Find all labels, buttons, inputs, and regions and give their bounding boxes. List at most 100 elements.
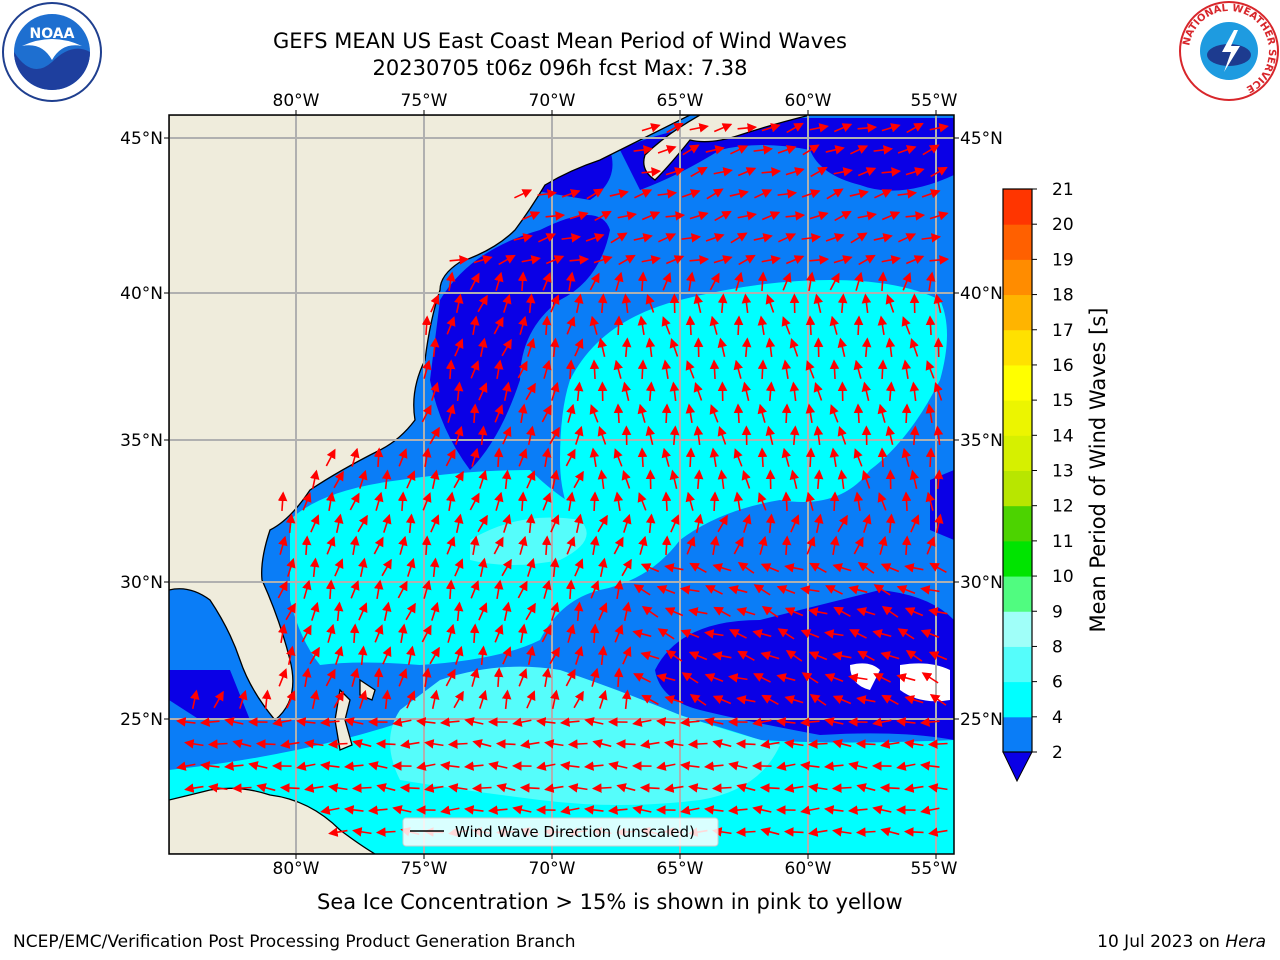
legend-label: Wind Wave Direction (unscaled) [455,823,695,841]
wind-wave-arrow [664,695,684,705]
wind-wave-arrow [685,403,696,424]
colorbar-segment [1003,470,1032,507]
wind-wave-arrow [665,649,683,662]
wind-wave-arrow [656,717,676,727]
wind-wave-arrow [666,122,684,134]
wind-wave-arrow [477,425,488,446]
wind-wave-arrow [598,689,608,709]
wind-wave-arrow [904,783,924,793]
wind-wave-arrow [855,827,876,837]
wind-wave-arrow [735,827,756,837]
wind-wave-arrow [800,629,820,639]
wind-wave-arrow [569,255,590,265]
wind-wave-arrow [614,271,624,291]
wind-wave-arrow [349,492,360,511]
wind-wave-arrow [416,717,436,727]
wind-wave-arrow [590,667,600,687]
wind-wave-arrow [736,607,756,617]
wind-wave-arrow [376,783,396,793]
colorbar: 2 4 6 8 9 10 11 12 13 14 15 16 17 18 19 20 21 [1002,180,1074,783]
wind-wave-arrow [832,695,852,705]
wind-wave-arrow [301,535,312,556]
wind-wave-arrow [333,470,344,489]
wind-wave-arrow [928,827,948,837]
wind-wave-arrow [633,673,651,683]
lon-label-top: 60°W [785,91,832,111]
wind-wave-arrow [493,359,504,380]
wind-wave-arrow [849,629,867,639]
wind-wave-arrow [453,690,464,709]
wind-wave-arrow [645,293,655,313]
wind-wave-arrow [621,293,632,314]
wind-wave-arrow [758,535,768,555]
wind-wave-arrow [785,167,805,177]
wind-wave-arrow [682,144,700,156]
wind-wave-arrow [471,783,492,793]
wind-wave-arrow [327,739,348,749]
wind-wave-arrow [583,761,604,771]
masked-regions [850,663,950,702]
wind-wave-arrow [872,629,892,639]
wind-wave-arrow [567,739,588,749]
wind-wave-arrow [689,562,707,574]
wind-wave-arrow [757,359,768,380]
wind-wave-arrow [784,563,804,573]
wind-wave-arrow [752,805,772,815]
wind-wave-arrow [573,470,584,489]
wind-wave-arrow [896,673,916,683]
wind-wave-arrow [358,469,368,489]
colorbar-tick-label: 19 [1052,250,1074,270]
wind-wave-arrow [776,761,796,771]
wind-wave-arrow [526,557,536,577]
wind-wave-arrow [176,761,196,771]
wind-wave-arrow [857,167,877,177]
wind-wave-arrow [286,690,296,709]
wind-wave-arrow [597,337,607,357]
wind-wave-arrow [613,359,623,379]
wind-wave-arrow [498,254,516,266]
wind-wave-arrow [877,447,888,468]
lat-label-left: 40°N [120,284,163,304]
wind-wave-arrow [669,337,679,357]
wind-wave-arrow [617,211,637,221]
wind-wave-arrow [632,717,652,727]
wind-wave-arrow [880,827,900,837]
wind-wave-arrow [785,211,806,221]
wind-wave-arrow [703,761,724,771]
wind-wave-arrow [925,403,936,424]
wind-wave-arrow [741,469,751,489]
wind-wave-arrow [613,667,624,688]
wind-wave-arrow [325,448,336,467]
wind-wave-arrow [829,404,839,423]
wind-wave-arrow [897,145,917,155]
wind-wave-arrow [608,761,628,771]
wind-wave-arrow [776,585,796,595]
wind-wave-arrow [326,536,336,555]
wind-wave-arrow [781,535,792,556]
wind-wave-arrow [905,211,926,221]
wind-wave-arrow [735,739,756,749]
wind-wave-arrow [634,189,653,199]
lon-label-bottom: 80°W [273,859,320,879]
wind-wave-arrow [712,739,732,749]
wind-wave-arrow [641,255,661,265]
wind-wave-arrow [929,693,947,706]
map-subtitle: 20230705 t06z 096h fcst Max: 7.38 [372,56,748,80]
wind-wave-arrow [809,211,829,221]
wind-wave-arrow [493,536,504,555]
wind-wave-arrow [925,360,935,379]
cuba-land [169,787,377,854]
wind-wave-arrow [536,717,556,727]
wind-wave-arrow [392,717,412,727]
wind-wave-arrow [847,805,868,815]
wind-wave-arrow [310,469,320,489]
wind-wave-arrow [901,447,911,467]
wind-wave-arrow [382,646,392,665]
wind-wave-arrow [637,359,648,380]
wind-wave-arrow [805,491,815,511]
wind-wave-arrow [885,293,895,313]
wind-wave-arrow [829,359,840,380]
wind-wave-arrow [350,667,360,687]
wind-wave-arrow [737,123,758,133]
wind-wave-arrow [207,739,228,749]
